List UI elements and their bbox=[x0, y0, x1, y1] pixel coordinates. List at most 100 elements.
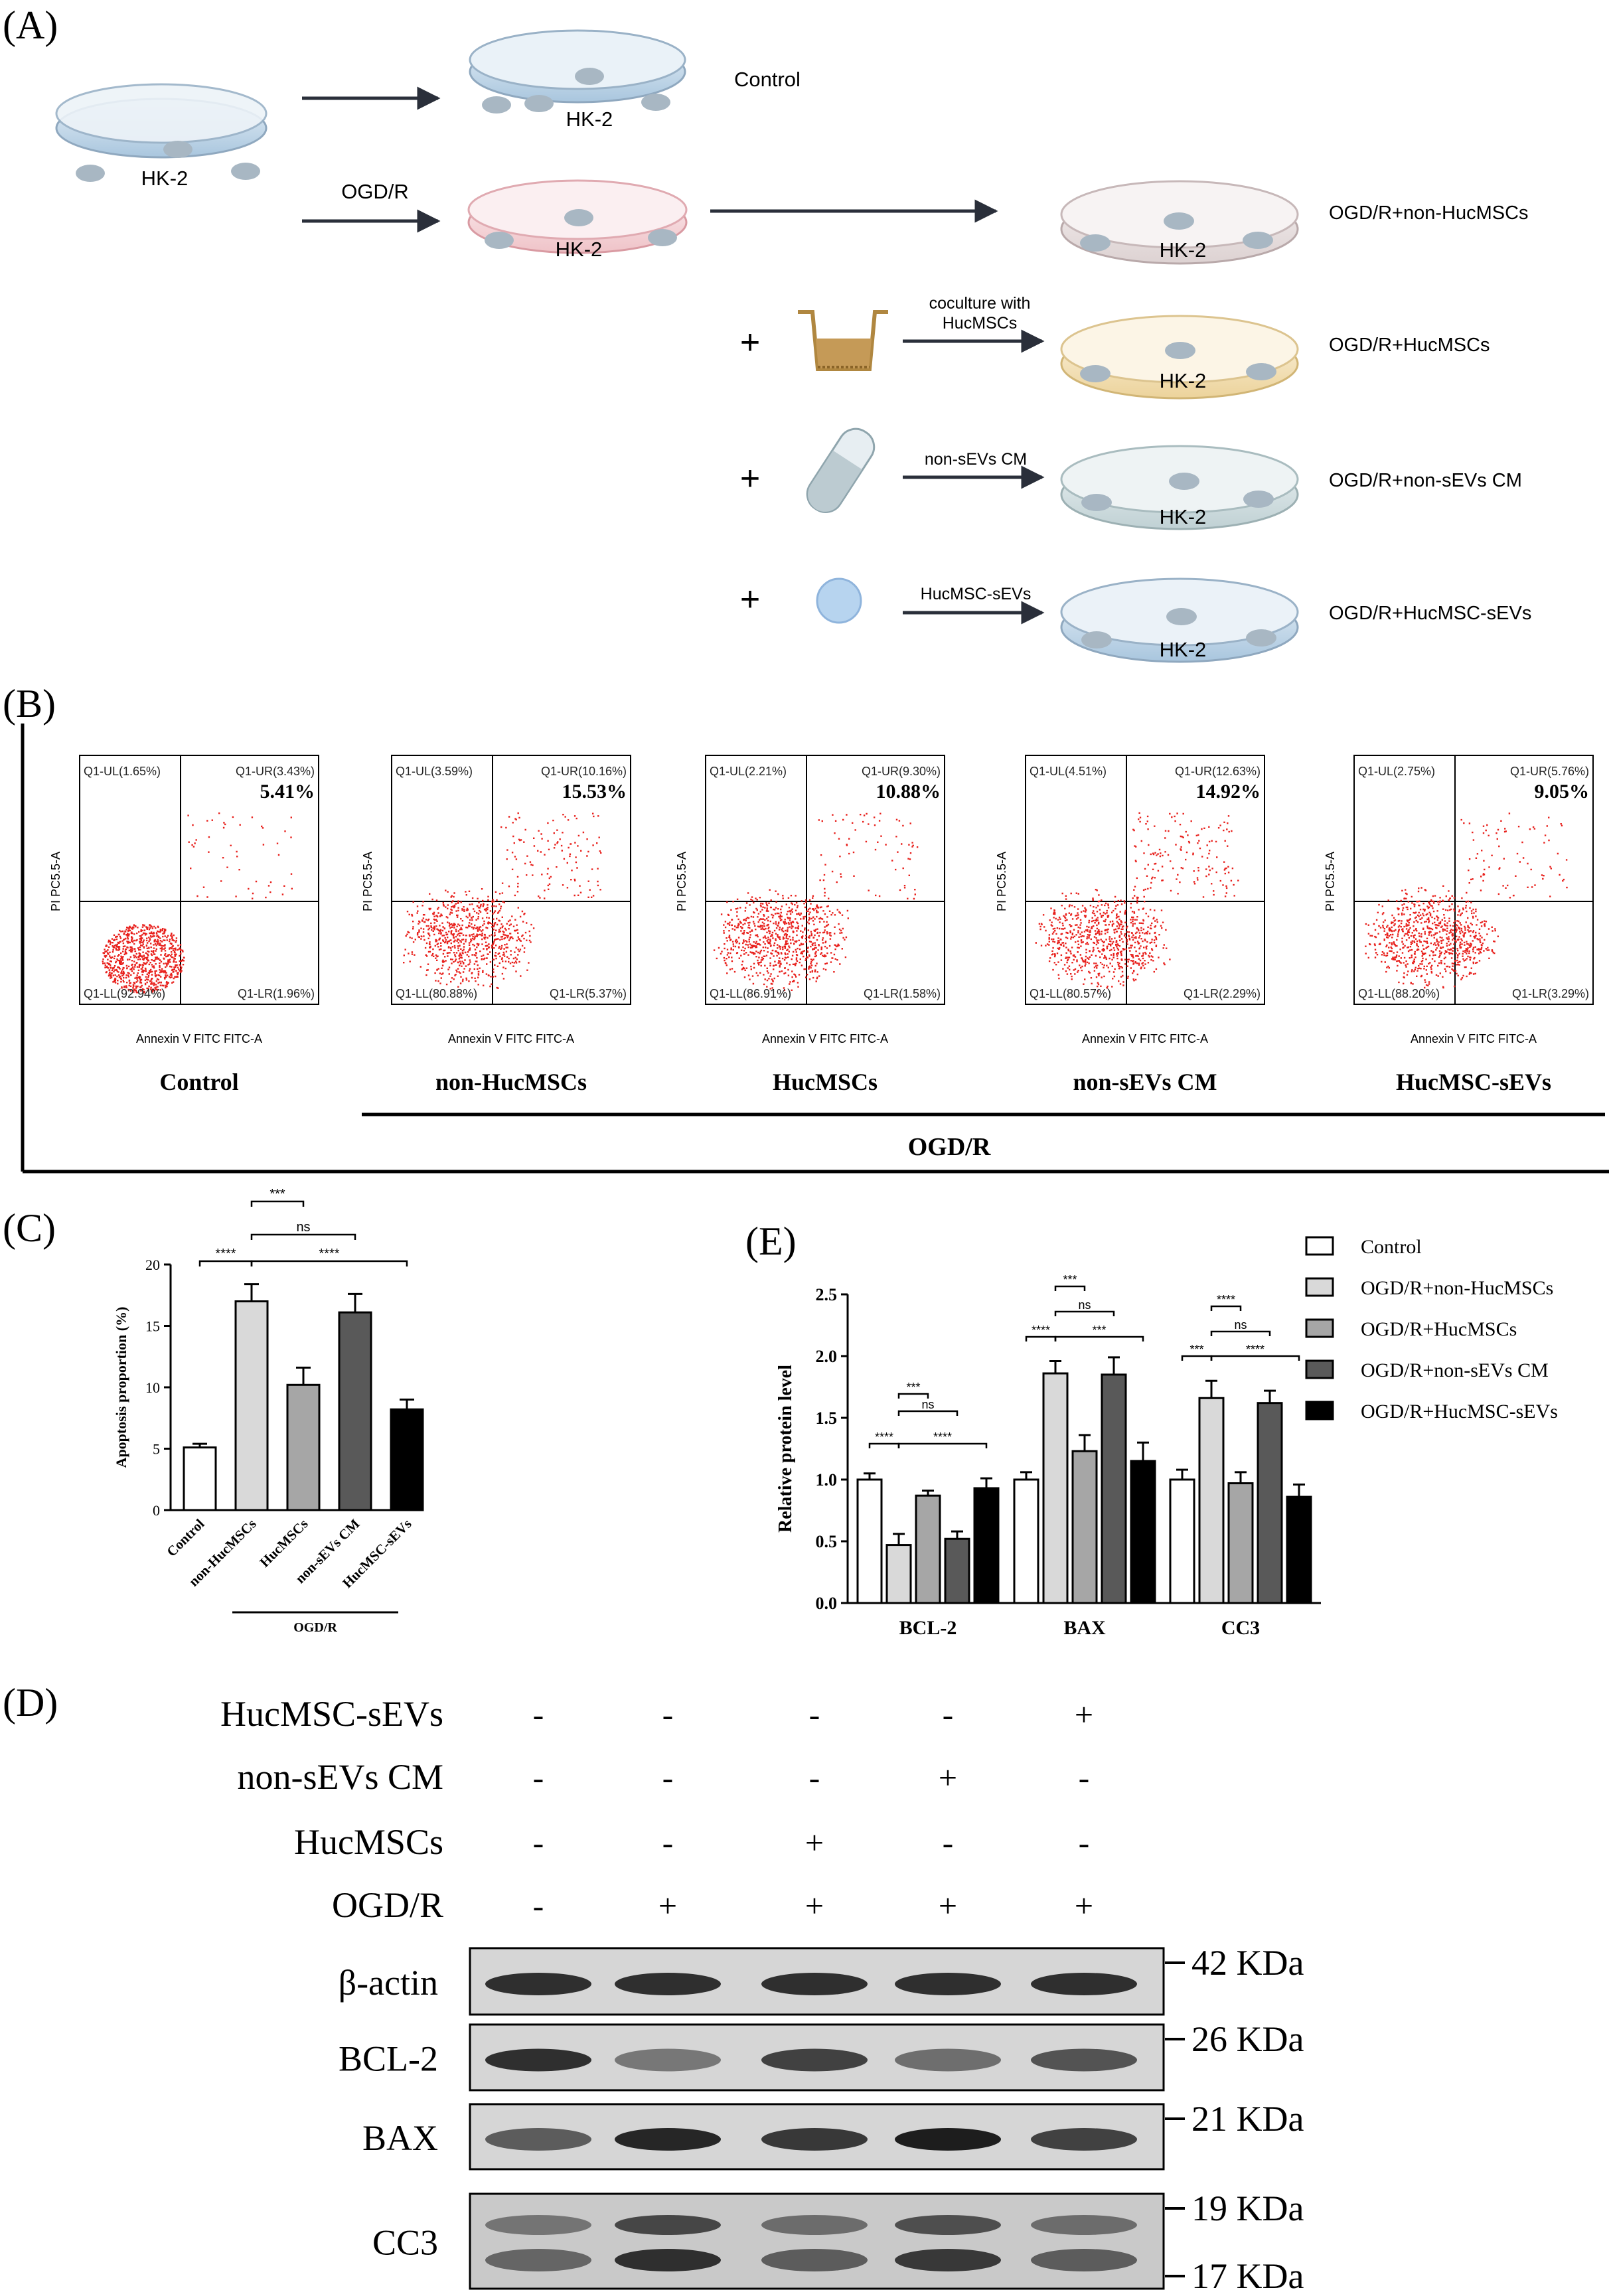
significance-bracket bbox=[1210, 1305, 1242, 1311]
significance-label: *** bbox=[906, 1381, 920, 1394]
apoptosis-total: 15.53% bbox=[562, 781, 627, 803]
molecular-weight-label: 42 KDa bbox=[1191, 1943, 1304, 1983]
condition-sign: - bbox=[662, 1824, 674, 1861]
significance-bracket bbox=[897, 1393, 929, 1399]
facs-plot: Q1-UL(2.75%) Q1-UR(5.76%) 9.05% Q1-LL(88.20… bbox=[1324, 755, 1594, 1095]
significance-bracket bbox=[250, 1233, 356, 1240]
significance-bracket bbox=[868, 1442, 900, 1448]
significance-bracket bbox=[1210, 1330, 1271, 1336]
bar bbox=[885, 1544, 912, 1604]
quadrant-ur: Q1-UR(5.76%) bbox=[1510, 765, 1589, 778]
condition-sign: - bbox=[662, 1696, 674, 1733]
protein-band bbox=[761, 2128, 868, 2151]
protein-band bbox=[761, 2215, 868, 2235]
blot-row: BAX 21 KDa bbox=[362, 2099, 1304, 2171]
facs-plot: Q1-UL(1.65%) Q1-UR(3.43%) 5.41% Q1-LL(92.94… bbox=[49, 755, 319, 1095]
plus-sign: + bbox=[740, 459, 760, 498]
panel-label-d: (D) bbox=[3, 1681, 58, 1724]
y-tick-label: 1.0 bbox=[816, 1470, 838, 1490]
western-blots: β-actin 42 KDa BCL-2 26 KDa BAX 21 KDa CC3 19 K… bbox=[339, 1943, 1304, 2296]
bar bbox=[1198, 1397, 1225, 1604]
significance-label: **** bbox=[319, 1247, 339, 1261]
quadrant-ul: Q1-UL(2.21%) bbox=[710, 765, 787, 778]
bar bbox=[1071, 1450, 1098, 1604]
x-tick-label: CC3 bbox=[1221, 1617, 1260, 1639]
label-ogdr: OGD/R bbox=[341, 180, 409, 203]
legend-swatch bbox=[1305, 1359, 1334, 1379]
y-axis-label: PI PC5.5-A bbox=[49, 852, 62, 911]
panel-e: (E) 0.0 0.5 1.0 1.5 2.0 2.5 Relative protein l… bbox=[745, 1219, 1558, 1639]
y-tick-label: 5 bbox=[153, 1441, 160, 1458]
x-tick-label: HucMSCs bbox=[256, 1516, 311, 1570]
legend-swatch bbox=[1305, 1401, 1334, 1420]
protein-band bbox=[895, 2128, 1001, 2151]
protein-level-chart: 0.0 0.5 1.0 1.5 2.0 2.5 Relative protein level… bbox=[775, 1273, 1321, 1639]
protein-band bbox=[615, 2249, 721, 2271]
dish-ogdr: HK-2 bbox=[467, 179, 688, 261]
quadrant-ul: Q1-UL(1.65%) bbox=[84, 765, 161, 778]
plot-title: HucMSCs bbox=[773, 1069, 878, 1095]
panel-label-b: (B) bbox=[3, 682, 56, 726]
cell-label: HK-2 bbox=[1160, 238, 1207, 262]
dish-sevs: HK-2 bbox=[1060, 577, 1299, 663]
protein-band bbox=[615, 1973, 721, 1995]
y-tick-label: 0.5 bbox=[816, 1532, 838, 1551]
label-sevs: OGD/R+HucMSC-sEVs bbox=[1329, 603, 1531, 624]
legend-swatch bbox=[1305, 1236, 1334, 1256]
significance-label: **** bbox=[215, 1247, 236, 1261]
event-dots bbox=[1035, 812, 1239, 992]
panel-c: (C) 0 5 10 15 20 Apoptosis proportion (%) Cont… bbox=[3, 1187, 424, 1635]
cell-label: HK-2 bbox=[1160, 369, 1207, 392]
protein-band bbox=[895, 2249, 1001, 2271]
bar bbox=[856, 1478, 883, 1604]
significance-label: *** bbox=[269, 1187, 285, 1201]
panel-a: (A) HK-2 HK-2 Control H bbox=[3, 3, 1531, 663]
significance-bracket bbox=[1181, 1355, 1213, 1361]
facs-plot: Q1-UL(2.21%) Q1-UR(9.30%) 10.88% Q1-LL(86.9… bbox=[675, 755, 945, 1095]
protein-band bbox=[485, 2249, 591, 2271]
significance-bracket bbox=[1054, 1285, 1086, 1291]
bar bbox=[1013, 1478, 1039, 1604]
quadrant-ul: Q1-UL(3.59%) bbox=[396, 765, 473, 778]
quadrant-ll: Q1-LL(88.20%) bbox=[1358, 987, 1440, 1000]
condition-sign: + bbox=[658, 1887, 677, 1924]
ogdr-group-label: OGD/R bbox=[908, 1133, 991, 1161]
condition-label: HucMSC-sEVs bbox=[220, 1694, 443, 1734]
protein-band bbox=[761, 2249, 868, 2271]
y-tick-label: 0.0 bbox=[816, 1594, 838, 1613]
legend-label: OGD/R+non-sEVs CM bbox=[1361, 1359, 1549, 1381]
protein-band bbox=[895, 2048, 1001, 2072]
y-tick-label: 2.0 bbox=[816, 1347, 838, 1366]
y-axis-label: PI PC5.5-A bbox=[1324, 852, 1337, 911]
y-axis-label: PI PC5.5-A bbox=[361, 852, 374, 911]
label-coculture: coculture with bbox=[929, 294, 1031, 313]
dish-non-huc: HK-2 bbox=[1060, 180, 1299, 265]
legend-label: OGD/R+HucMSCs bbox=[1361, 1318, 1517, 1340]
quadrant-ll: Q1-LL(80.88%) bbox=[396, 987, 477, 1000]
significance-bracket bbox=[1210, 1355, 1300, 1361]
event-dots bbox=[713, 812, 919, 992]
x-axis-label: Annexin V FITC FITC-A bbox=[762, 1032, 888, 1045]
significance-bracket bbox=[1025, 1336, 1057, 1341]
molecular-weight-label: 26 KDa bbox=[1191, 2019, 1304, 2059]
significance-label: *** bbox=[1092, 1324, 1106, 1337]
y-tick-label: 1.5 bbox=[816, 1409, 838, 1428]
protein-band bbox=[895, 2215, 1001, 2235]
protein-band bbox=[615, 2215, 721, 2235]
protein-band bbox=[485, 2128, 591, 2151]
protein-band bbox=[615, 2048, 721, 2072]
x-tick-label: BCL-2 bbox=[899, 1617, 957, 1639]
bar bbox=[183, 1446, 217, 1511]
apoptosis-total: 9.05% bbox=[1535, 781, 1590, 803]
protein-band bbox=[895, 1973, 1001, 1995]
blot-label: BCL-2 bbox=[339, 2039, 438, 2079]
condition-sign: - bbox=[943, 1696, 954, 1733]
protein-band bbox=[1031, 2215, 1137, 2235]
condition-sign: - bbox=[943, 1824, 954, 1861]
significance-label: ns bbox=[1234, 1318, 1247, 1332]
significance-bracket bbox=[198, 1260, 253, 1266]
bar bbox=[1227, 1482, 1254, 1604]
protein-band bbox=[1031, 2128, 1137, 2151]
bar bbox=[1130, 1460, 1156, 1604]
